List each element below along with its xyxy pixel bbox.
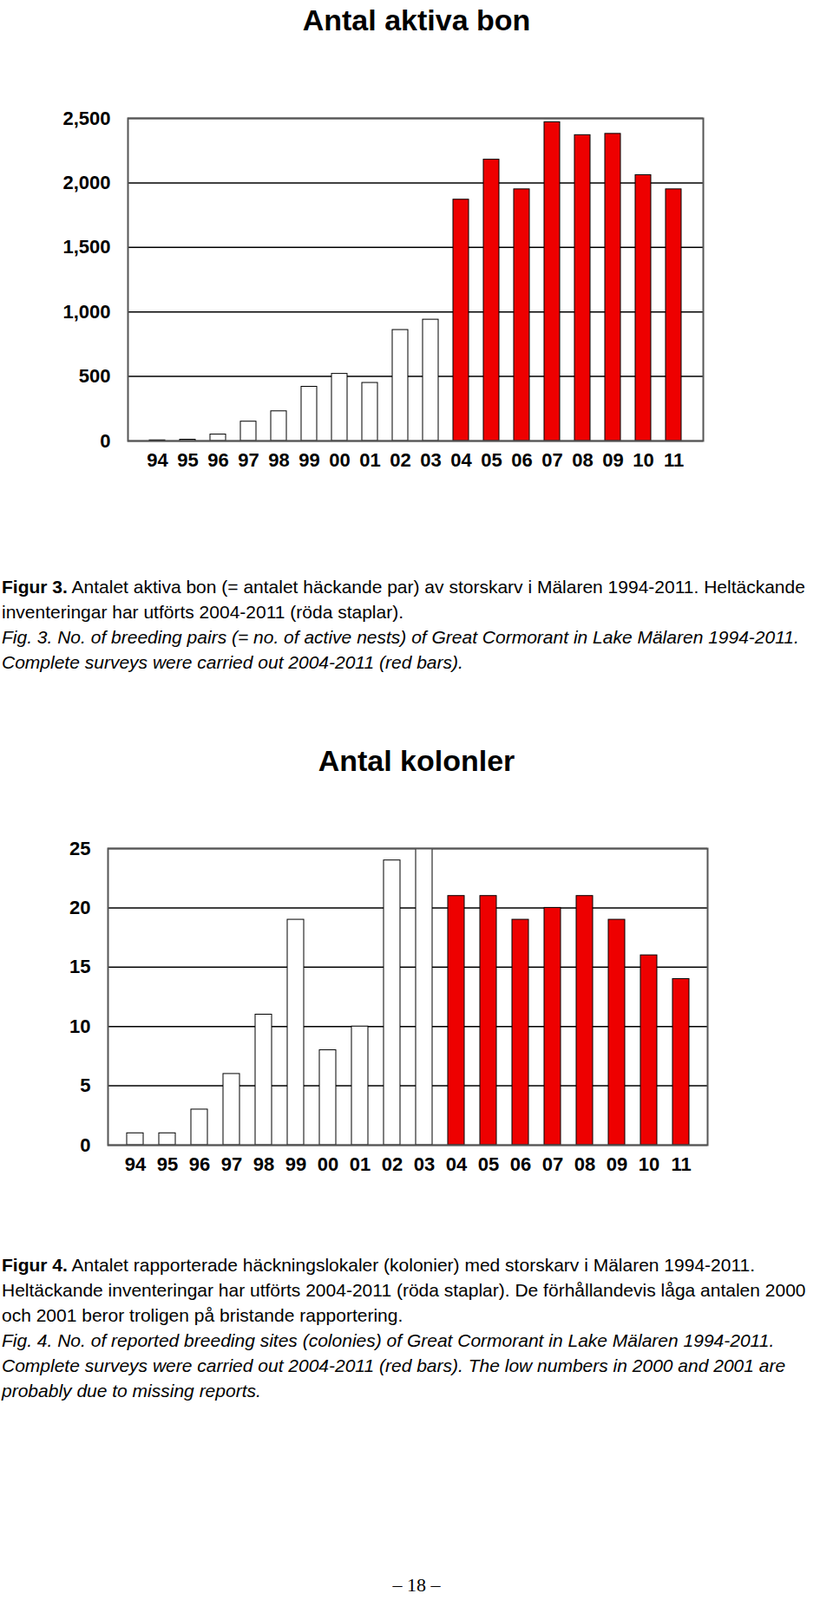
svg-text:20: 20	[69, 897, 91, 919]
svg-text:08: 08	[571, 449, 593, 472]
svg-text:07: 07	[542, 1154, 564, 1176]
svg-text:06: 06	[511, 449, 532, 472]
svg-text:02: 02	[389, 449, 411, 472]
svg-text:97: 97	[221, 1154, 243, 1176]
svg-text:06: 06	[510, 1154, 532, 1176]
svg-text:98: 98	[253, 1154, 275, 1176]
svg-text:10: 10	[638, 1154, 660, 1176]
html-text:Figur 3. Antalet aktiva bon (=: Figur 3. Antalet aktiva bon (= antalet h…	[1, 577, 806, 623]
svg-text:94: 94	[146, 449, 169, 472]
svg-text:09: 09	[602, 449, 624, 472]
svg-text:10: 10	[632, 449, 654, 472]
svg-text:96: 96	[189, 1154, 210, 1176]
svg-text:2,000: 2,000	[62, 171, 111, 194]
svg-text:5: 5	[79, 1075, 91, 1097]
svg-text:25: 25	[69, 838, 91, 860]
svg-text:05: 05	[480, 449, 502, 472]
svg-text:1,500: 1,500	[62, 236, 111, 258]
svg-text:99: 99	[298, 449, 320, 472]
html-text:Fig. 4. No. of reported breedi: Fig. 4. No. of reported breeding sites (…	[1, 1331, 786, 1402]
svg-text:11: 11	[670, 1154, 691, 1176]
svg-text:11: 11	[663, 449, 684, 472]
svg-text:01: 01	[359, 449, 381, 472]
svg-text:09: 09	[606, 1154, 628, 1176]
svg-text:00: 00	[317, 1154, 339, 1176]
svg-text:2,500: 2,500	[62, 107, 111, 130]
svg-text:98: 98	[268, 449, 289, 472]
svg-text:500: 500	[78, 365, 112, 387]
svg-text:94: 94	[124, 1154, 147, 1176]
svg-text:0: 0	[99, 430, 111, 453]
html-text:Figur 4. Antalet rapporterade: Figur 4. Antalet rapporterade häckningsl…	[1, 1255, 806, 1326]
svg-text:15: 15	[69, 956, 91, 978]
svg-text:08: 08	[574, 1154, 596, 1176]
svg-text:99: 99	[285, 1154, 307, 1176]
svg-text:03: 03	[419, 449, 441, 472]
svg-text:04: 04	[450, 449, 473, 472]
svg-text:0: 0	[79, 1134, 91, 1157]
svg-text:10: 10	[69, 1016, 91, 1038]
html-text:Antal aktiva bon: Antal aktiva bon	[302, 3, 531, 37]
svg-text:95: 95	[157, 1154, 178, 1176]
svg-text:00: 00	[328, 449, 350, 472]
svg-text:04: 04	[446, 1154, 468, 1176]
svg-text:03: 03	[413, 1154, 435, 1176]
svg-text:01: 01	[349, 1154, 371, 1176]
svg-text:02: 02	[381, 1154, 403, 1176]
svg-text:1,000: 1,000	[62, 301, 111, 323]
html-text:Fig. 3. No. of breeding pairs: Fig. 3. No. of breeding pairs (= no. of …	[1, 627, 799, 673]
svg-text:95: 95	[177, 449, 198, 472]
svg-text:07: 07	[541, 449, 563, 472]
svg-text:97: 97	[237, 449, 259, 472]
html-text:Antal kolonler: Antal kolonler	[318, 744, 515, 778]
svg-text:96: 96	[207, 449, 229, 472]
svg-text:05: 05	[478, 1154, 499, 1176]
html-text:– 18 –: – 18 –	[392, 1574, 441, 1597]
